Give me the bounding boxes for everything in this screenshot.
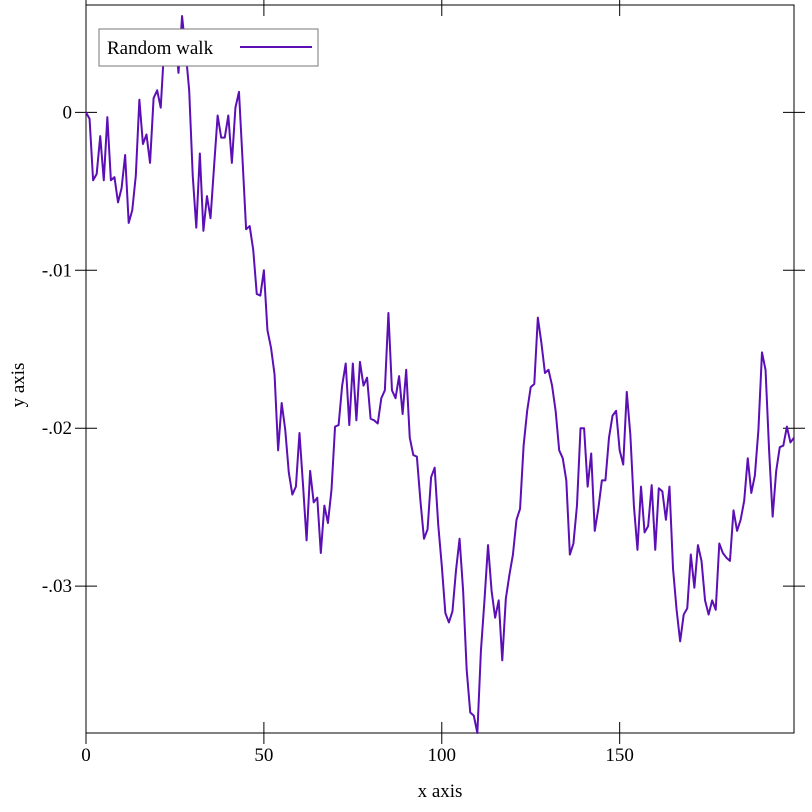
- y-tick-label: -.02: [42, 418, 72, 439]
- x-tick-label: 50: [254, 745, 273, 766]
- y-tick-label: -.01: [42, 260, 72, 281]
- plot-frame: [85, 4, 795, 734]
- x-tick-label: 100: [428, 745, 457, 766]
- x-axis-label: x axis: [418, 781, 463, 802]
- x-tick-label: 0: [81, 745, 91, 766]
- y-tick-label: 0: [63, 102, 73, 123]
- y-tick-label: -.03: [42, 576, 72, 597]
- legend-label: Random walk: [107, 38, 214, 59]
- data-line: [85, 15, 795, 734]
- legend-box: [98, 28, 319, 67]
- x-tick-label: 150: [605, 745, 634, 766]
- y-axis-label: y axis: [8, 363, 29, 408]
